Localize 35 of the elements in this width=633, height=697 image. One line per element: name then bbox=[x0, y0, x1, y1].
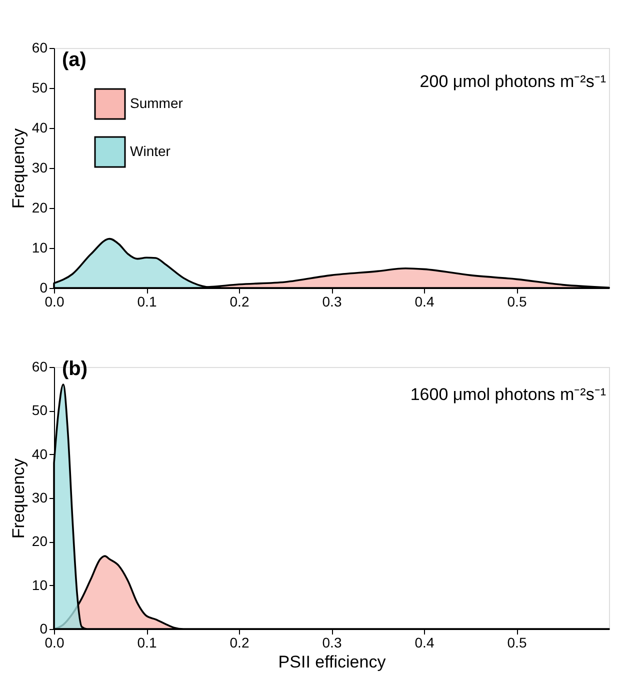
x-tick-label: 0.4 bbox=[414, 634, 434, 650]
annotation: (b) bbox=[62, 358, 88, 380]
x-tick-label: 0.3 bbox=[322, 634, 342, 650]
x-tick-label: 0.5 bbox=[507, 294, 527, 310]
y-tick-label: 20 bbox=[32, 200, 48, 216]
y-tick-label: 30 bbox=[32, 490, 48, 506]
y-tick-label: 10 bbox=[32, 576, 48, 593]
x-tick-label: 0.1 bbox=[137, 634, 157, 650]
y-tick-label: 60 bbox=[32, 358, 48, 374]
y-tick-label: 60 bbox=[32, 40, 48, 56]
x-tick-label: 0.4 bbox=[414, 294, 434, 310]
x-axis-title: PSII efficiency bbox=[278, 652, 386, 672]
legend-label: Summer bbox=[130, 95, 184, 111]
y-axis-title: Frequency bbox=[8, 128, 28, 209]
y-tick-label: 50 bbox=[32, 80, 48, 96]
x-tick-label: 0.5 bbox=[507, 634, 527, 650]
y-tick-label: 40 bbox=[32, 120, 48, 136]
x-tick-label: 0.3 bbox=[322, 294, 342, 310]
x-tick-label: 0.0 bbox=[44, 634, 64, 650]
annotation: (a) bbox=[62, 49, 86, 71]
y-tick-label: 0 bbox=[40, 280, 48, 296]
x-tick-label: 0.0 bbox=[44, 294, 64, 310]
annotation: 200 μmol photons m⁻²s⁻¹ bbox=[420, 72, 606, 91]
annotation: 1600 μmol photons m⁻²s⁻¹ bbox=[410, 385, 606, 404]
x-tick-label: 0.1 bbox=[137, 294, 157, 310]
legend-label: Winter bbox=[130, 143, 171, 159]
x-tick-label: 0.2 bbox=[230, 294, 250, 310]
y-axis-title: Frequency bbox=[8, 458, 28, 539]
y-tick-label: 40 bbox=[32, 446, 48, 462]
y-tick-label: 20 bbox=[32, 533, 48, 550]
y-tick-label: 10 bbox=[32, 240, 48, 256]
y-tick-label: 0 bbox=[40, 620, 48, 636]
y-tick-label: 50 bbox=[32, 402, 48, 418]
x-tick-label: 0.2 bbox=[230, 634, 250, 650]
y-tick-label: 30 bbox=[32, 160, 48, 176]
